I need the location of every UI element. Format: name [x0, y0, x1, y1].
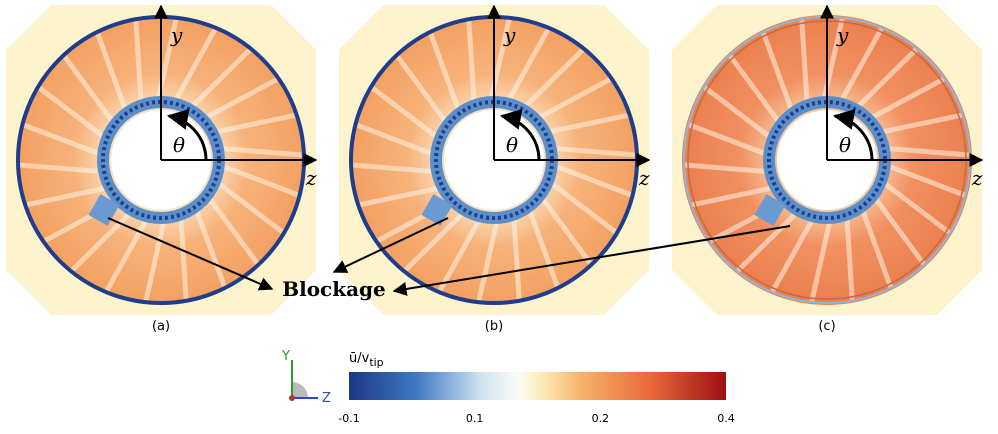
blade-wake: [216, 181, 285, 235]
blockage-patch: [421, 194, 453, 226]
blade-wake: [22, 122, 101, 157]
blade-wake: [554, 163, 633, 198]
blade-wake: [881, 112, 963, 135]
blade-wake: [476, 221, 500, 302]
blade-wake: [190, 47, 252, 109]
blade-wake: [540, 197, 593, 266]
blade-wake: [403, 211, 465, 273]
blade-wake: [887, 163, 966, 198]
blade-wake: [133, 20, 144, 102]
arrow: [392, 225, 791, 296]
blade-wake: [688, 122, 767, 157]
y-label: y: [503, 23, 516, 47]
triad-z: Z: [322, 391, 331, 406]
blade-wake: [466, 20, 477, 102]
blade-wake: [395, 54, 448, 123]
blade-wake: [204, 76, 279, 120]
blade-wake: [221, 146, 304, 158]
colorbar-ticks: -0.1 0.1 0.2 0.4: [338, 412, 734, 425]
blade-wake: [18, 162, 101, 174]
blade-wake: [437, 218, 482, 293]
blade-wake: [527, 209, 560, 288]
blade-wake: [428, 32, 461, 111]
panel: y z θ (c): [672, 4, 984, 334]
blade-wake: [355, 122, 434, 157]
blade-wake: [870, 76, 945, 120]
colorbar-tick-label: 0.2: [592, 412, 610, 425]
annotation: Blockage: [282, 277, 386, 301]
panel-label: (c): [818, 319, 835, 334]
blade-wake: [549, 181, 618, 235]
blade-wake: [523, 47, 585, 109]
blade-wake: [761, 32, 794, 111]
blade-wake: [37, 85, 106, 139]
z-label: z: [305, 166, 317, 190]
blade-wake: [511, 218, 522, 300]
blade-wake: [221, 163, 300, 198]
blade-wake: [207, 197, 260, 266]
panel-label: (a): [152, 319, 170, 334]
blade-wake: [887, 146, 970, 158]
triad: Y Z: [281, 349, 331, 406]
blade-wake: [537, 76, 612, 120]
blade-wake: [62, 54, 115, 123]
blade-wake: [873, 197, 926, 266]
blade-wake: [506, 27, 551, 102]
blade-wake: [143, 221, 167, 302]
blade-wake: [860, 209, 893, 288]
colorbar-tick-label: 0.1: [466, 412, 484, 425]
colorbar-tick-label: 0.4: [717, 412, 735, 425]
y-label: y: [170, 23, 183, 47]
panel-label: (b): [485, 319, 503, 334]
blade-wake: [691, 185, 773, 208]
colorbar: [349, 372, 726, 400]
z-label: z: [971, 166, 983, 190]
blade-wake: [736, 211, 798, 273]
theta-label: θ: [839, 133, 851, 157]
arrow: [332, 217, 449, 273]
colorbar-title: ū/vtip: [349, 351, 384, 369]
blade-wake: [844, 218, 855, 300]
blade-wake: [554, 146, 637, 158]
panel: y z θ (b): [339, 4, 651, 334]
blade-wake: [684, 162, 767, 174]
z-label: z: [638, 166, 650, 190]
blade-wake: [215, 112, 297, 135]
blade-wake: [839, 27, 884, 102]
blade-wake: [173, 27, 218, 102]
angle-arc: [499, 109, 541, 161]
blade-wake: [856, 47, 918, 109]
triad-y: Y: [281, 349, 290, 364]
theta-label: θ: [173, 133, 185, 157]
blade-wake: [703, 85, 772, 139]
blade-wake: [25, 185, 107, 208]
blockage-patch: [754, 194, 786, 226]
blade-wake: [728, 54, 781, 123]
arrow: [107, 217, 274, 291]
blade-wake: [194, 209, 227, 288]
angle-arc: [832, 109, 874, 161]
blade-wake: [882, 181, 951, 235]
blade-wake: [548, 112, 630, 135]
blockage-patch: [88, 194, 120, 226]
angle-arc: [166, 109, 208, 161]
y-label: y: [836, 23, 849, 47]
blade-wake: [351, 162, 434, 174]
colorbar-title-main: ū/v: [349, 351, 370, 366]
colorbar-tick-label: -0.1: [338, 412, 359, 425]
panel: y z θ (a): [6, 4, 318, 334]
blade-wake: [799, 20, 810, 102]
blade-wake: [770, 218, 815, 293]
colorbar-title-sub: tip: [369, 356, 383, 369]
blade-wake: [95, 32, 128, 111]
blade-wake: [358, 185, 440, 208]
theta-label: θ: [506, 133, 518, 157]
blade-wake: [178, 218, 189, 300]
blade-wake: [809, 221, 833, 302]
blade-wake: [370, 85, 439, 139]
panels: y z θ (a) y z θ (b) y z θ (c): [6, 4, 984, 334]
